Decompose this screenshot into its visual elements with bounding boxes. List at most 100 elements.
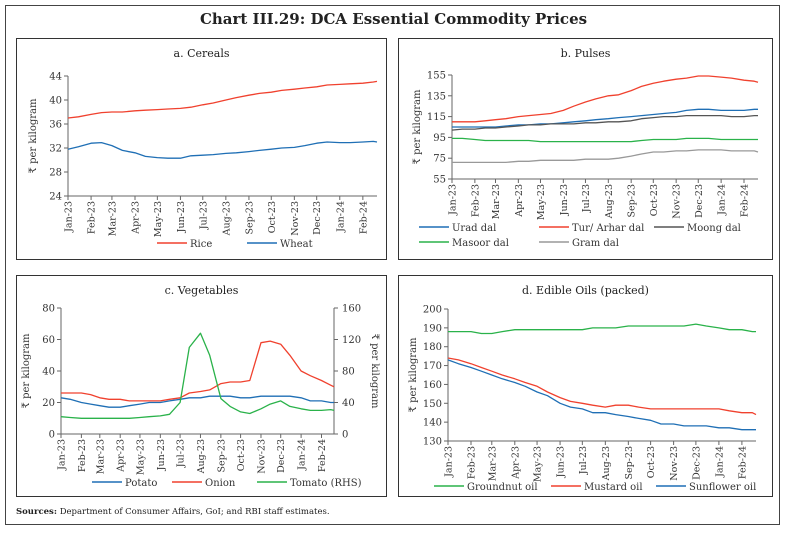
x-tick-label: Feb-23 — [77, 439, 88, 472]
series-line-gram-dal — [452, 149, 759, 164]
x-tick-label: Apr-23 — [514, 184, 525, 218]
y-tick-label: 135 — [427, 91, 446, 102]
y-tick-label: 28 — [49, 168, 62, 179]
y-tick-label-right: 160 — [342, 304, 361, 315]
y-axis-label: ₹ per kilogram — [408, 337, 419, 412]
x-tick-label: Oct-23 — [267, 201, 278, 233]
panel-title: d. Edible Oils (packed) — [522, 284, 649, 297]
panel-title: c. Vegetables — [164, 284, 239, 297]
series-line-mustard-oil — [447, 357, 757, 416]
y-tick-label: 130 — [423, 437, 442, 448]
x-tick-label: Aug-23 — [601, 446, 612, 481]
x-tick-label: Feb-24 — [358, 201, 369, 234]
edible-oils-chart: 130 140 150 160 170 180 190 200 ₹ per kilogram Ja… — [408, 305, 757, 493]
x-tick-label: Sep-23 — [627, 184, 638, 218]
x-tick-label: Mar-23 — [491, 184, 502, 219]
x-tick-label: Oct-23 — [649, 184, 660, 216]
x-tick-label: Sep-23 — [216, 439, 227, 473]
x-tick-label: Jul-23 — [198, 201, 209, 230]
x-tick-label: Jan-23 — [448, 184, 459, 216]
legend-label: Tomato (RHS) — [290, 478, 362, 489]
x-tick-label: Feb-24 — [737, 446, 748, 479]
panel-title: a. Cereals — [173, 47, 230, 60]
y-tick-label: 40 — [49, 96, 62, 107]
x-tick-label: Jan-23 — [57, 439, 68, 471]
series-line-tomato-rhs- — [60, 332, 335, 419]
legend-label: Masoor dal — [452, 238, 509, 249]
x-tick-label: Feb-24 — [739, 184, 750, 217]
panel-vegetables: c. Vegetables 0 20 40 60 80 0 40 80 120 160 ₹ per … — [16, 275, 387, 497]
series-line-potato — [60, 395, 334, 408]
x-tick-label: Aug-23 — [604, 184, 615, 219]
chart-title: Chart III.29: DCA Essential Commodity Pr… — [199, 10, 588, 28]
series-line-moong-dal — [451, 114, 758, 131]
legend-label: Sunflower oil — [689, 482, 756, 493]
x-tick-label: Jan-24 — [335, 201, 346, 233]
y-axis-label: ₹ per kilogram — [412, 89, 423, 164]
x-tick-label: Feb-23 — [470, 184, 481, 217]
figure-frame — [5, 5, 780, 525]
x-tick-label: Mar-23 — [95, 439, 106, 474]
pulses-chart: 55 75 95 115 135 155 ₹ per kilogram Jan-23 Feb-2… — [412, 71, 759, 249]
y-axis-label: ₹ per kilogram — [21, 333, 32, 408]
legend-label: Rice — [190, 239, 212, 250]
series-line-wheat — [67, 140, 378, 159]
x-tick-label: Feb-23 — [87, 201, 98, 234]
y-tick-label: 200 — [423, 305, 442, 316]
y-tick-label: 190 — [423, 323, 442, 334]
series-line-rice — [67, 80, 378, 119]
panel-edible-oils: d. Edible Oils (packed) 130 140 150 160 170 1… — [398, 275, 773, 497]
x-tick-label: Aug-23 — [196, 439, 207, 474]
legend-label: Moong dal — [687, 223, 741, 234]
legend-label: Gram dal — [572, 238, 619, 249]
legend-label: Potato — [125, 478, 157, 489]
y-tick-label: 160 — [423, 380, 442, 391]
legend-label: Mustard oil — [584, 482, 643, 493]
x-tick-label: Jan-24 — [297, 439, 308, 471]
x-tick-label: May-23 — [135, 439, 146, 475]
x-tick-label: Apr-23 — [510, 446, 521, 480]
y-tick-label: 170 — [423, 361, 442, 372]
x-tick-label: Dec-23 — [691, 446, 702, 480]
x-tick-label: Mar-23 — [107, 201, 118, 236]
x-tick-label: Dec-23 — [694, 184, 705, 218]
y-tick-label: 155 — [427, 71, 446, 82]
x-tick-label: Jan-24 — [717, 184, 728, 216]
x-tick-label: Aug-23 — [221, 201, 232, 236]
sources-text: Department of Consumer Affairs, GoI; and… — [59, 507, 330, 517]
x-tick-label: Feb-23 — [467, 446, 478, 479]
x-tick-label: May-23 — [536, 184, 547, 220]
x-tick-label: Jul-23 — [578, 446, 589, 475]
y-axis-label-right: ₹ per kilogram — [369, 334, 380, 409]
legend-label: Urad dal — [452, 223, 496, 234]
y-tick-label: 32 — [49, 144, 62, 155]
x-tick-label: Nov-23 — [672, 184, 683, 219]
x-tick-label: Dec-23 — [312, 201, 323, 235]
vegetables-chart: 0 20 40 60 80 0 40 80 120 160 ₹ per kilogram ₹ per … — [21, 304, 380, 490]
x-tick-label: Jul-23 — [176, 439, 187, 468]
legend-label: Tur/ Arhar dal — [572, 223, 644, 234]
x-tick-label: Sep-23 — [244, 201, 255, 235]
y-tick-label-right: 80 — [342, 367, 355, 378]
y-tick-label: 95 — [433, 133, 446, 144]
y-tick-label: 20 — [42, 398, 55, 409]
x-tick-label: Nov-23 — [669, 446, 680, 481]
series-line-tur-arhar-dal — [452, 75, 759, 123]
panel-pulses: b. Pulses 55 75 95 115 135 155 ₹ per kilogram J… — [398, 38, 773, 260]
x-tick-label: Jan-24 — [714, 446, 725, 478]
cereals-chart: 24 28 32 36 40 44 ₹ per kilogram Jan-23 Feb-23 Ma… — [28, 72, 378, 250]
sources-label: Sources: — [16, 507, 57, 517]
legend-label: Groundnut oil — [467, 482, 538, 493]
legend-label: Wheat — [280, 239, 313, 250]
x-tick-label: Jun-23 — [559, 184, 570, 216]
y-tick-label: 80 — [42, 304, 55, 315]
x-tick-label: Jun-23 — [156, 439, 167, 471]
y-tick-label: 60 — [42, 335, 55, 346]
x-tick-label: Jun-23 — [176, 201, 187, 233]
y-tick-label: 55 — [433, 175, 446, 186]
x-tick-label: Mar-23 — [487, 446, 498, 481]
x-tick-label: Jun-23 — [556, 446, 567, 478]
y-tick-label: 44 — [49, 72, 62, 83]
y-tick-label: 140 — [423, 418, 442, 429]
sources-note: Sources: Department of Consumer Affairs,… — [16, 507, 330, 517]
